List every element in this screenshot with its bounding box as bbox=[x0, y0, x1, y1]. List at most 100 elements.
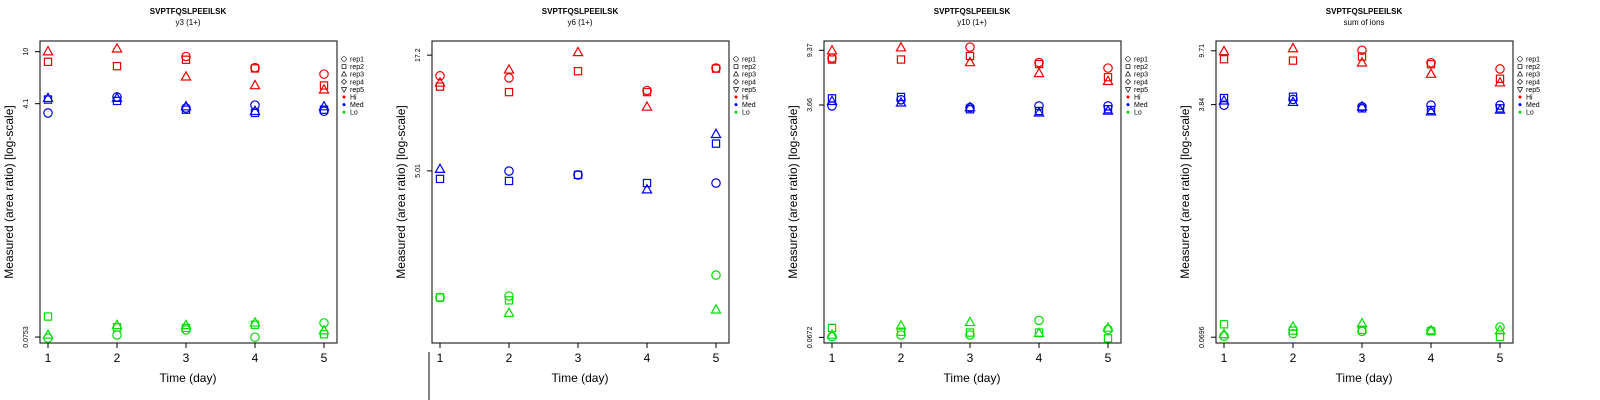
data-point bbox=[1287, 320, 1299, 331]
y-tick-label: 5.01 bbox=[415, 164, 422, 178]
data-point bbox=[710, 303, 722, 314]
data-point bbox=[896, 92, 906, 102]
x-tick-label: 5 bbox=[713, 351, 720, 365]
chart-subtitle: y3 (1+) bbox=[175, 18, 200, 27]
data-point bbox=[42, 92, 54, 103]
data-point bbox=[181, 103, 191, 113]
data-point bbox=[1218, 45, 1230, 56]
data-point bbox=[181, 55, 191, 64]
legend-label: Med bbox=[1526, 102, 1540, 109]
chart-panel: SVPTFQSLPEEILSK y3 (1+) 1 2 3 4 5 0.0753 4.1 10 Ti… bbox=[2, 7, 364, 385]
data-point bbox=[1494, 103, 1506, 114]
data-point bbox=[1425, 67, 1437, 78]
data-point bbox=[826, 44, 838, 55]
data-point bbox=[896, 55, 906, 64]
data-point bbox=[1033, 67, 1045, 78]
chart-subtitle: sum of ions bbox=[1344, 18, 1385, 27]
data-point bbox=[503, 63, 515, 74]
data-point bbox=[896, 330, 906, 340]
data-point bbox=[503, 306, 515, 317]
x-tick-label: 2 bbox=[898, 351, 905, 365]
data-point bbox=[1218, 94, 1230, 105]
data-point bbox=[895, 41, 907, 52]
x-tick-label: 2 bbox=[506, 351, 513, 365]
data-point bbox=[318, 100, 330, 111]
chart-panel: SVPTFQSLPEEILSK sum of ions 1 2 3 4 5 0.0696 3.8… bbox=[1178, 7, 1540, 385]
legend-label: rep1 bbox=[1134, 57, 1148, 64]
data-point bbox=[1495, 74, 1505, 83]
data-point bbox=[250, 320, 260, 329]
chart-panel: SVPTFQSLPEEILSK y10 (1+) 1 2 3 4 5 0.0672 3.66 9.… bbox=[786, 7, 1148, 385]
data-point bbox=[711, 178, 721, 188]
data-point bbox=[1287, 42, 1299, 53]
data-point bbox=[965, 42, 975, 52]
data-point bbox=[1033, 106, 1045, 117]
data-point bbox=[1425, 324, 1437, 335]
triangle-down-icon bbox=[340, 87, 348, 93]
data-point bbox=[1033, 327, 1045, 338]
legend-label: Med bbox=[1134, 102, 1148, 109]
data-point bbox=[964, 56, 976, 67]
legend-label: rep5 bbox=[350, 87, 364, 94]
y-tick-label: 3.66 bbox=[807, 98, 814, 112]
data-point bbox=[319, 69, 329, 79]
y-tick-label: 0.0696 bbox=[1199, 326, 1206, 348]
data-point bbox=[1219, 55, 1229, 64]
data-point bbox=[318, 324, 330, 335]
diamond-icon bbox=[1517, 78, 1523, 85]
x-tick-label: 1 bbox=[437, 351, 444, 365]
data-point bbox=[319, 330, 329, 339]
data-point bbox=[1102, 321, 1114, 332]
data-point bbox=[1218, 328, 1230, 339]
data-point bbox=[1219, 331, 1229, 341]
data-point bbox=[435, 71, 445, 81]
data-point bbox=[43, 57, 53, 67]
legend-label: Med bbox=[350, 102, 364, 109]
blue-dot-icon bbox=[342, 103, 346, 107]
data-point bbox=[642, 87, 652, 97]
data-point bbox=[711, 270, 721, 280]
data-point bbox=[573, 170, 583, 180]
data-point bbox=[1288, 56, 1298, 65]
legend-label: rep1 bbox=[1526, 57, 1540, 64]
x-tick-label: 4 bbox=[644, 351, 651, 365]
x-tick-label: 5 bbox=[1105, 351, 1112, 365]
legend-label: Hi bbox=[742, 95, 749, 102]
data-point bbox=[1357, 45, 1367, 56]
legend-label: Lo bbox=[1526, 110, 1534, 117]
data-point bbox=[180, 70, 192, 81]
data-point bbox=[826, 95, 838, 106]
y-tick-label: 4.1 bbox=[23, 99, 30, 109]
data-point bbox=[504, 291, 514, 301]
y-tick-label: 10 bbox=[23, 48, 30, 56]
data-point bbox=[1103, 73, 1113, 82]
red-dot-icon bbox=[1518, 95, 1522, 99]
data-point bbox=[42, 45, 54, 56]
chart-title: SVPTFQSLPEEILSK bbox=[934, 7, 1011, 16]
square-icon bbox=[733, 64, 739, 69]
data-point bbox=[642, 85, 652, 96]
data-point bbox=[1494, 76, 1506, 87]
data-point bbox=[1103, 324, 1113, 335]
plot-frame bbox=[823, 40, 1122, 344]
y-axis-label: Measured (area ratio) [log-scale] bbox=[786, 105, 800, 278]
green-dot-icon bbox=[734, 110, 738, 114]
diamond-icon bbox=[1125, 78, 1131, 85]
legend-label: Lo bbox=[1134, 110, 1142, 117]
data-point bbox=[435, 293, 445, 302]
circle-icon bbox=[1125, 56, 1131, 62]
x-tick-label: 1 bbox=[829, 351, 836, 365]
data-point bbox=[573, 170, 583, 180]
data-point bbox=[43, 312, 53, 321]
chart-subtitle: y10 (1+) bbox=[957, 18, 987, 27]
legend-label: rep3 bbox=[1526, 72, 1540, 79]
data-point bbox=[964, 316, 976, 327]
data-point bbox=[964, 101, 976, 112]
legend-label: rep3 bbox=[350, 72, 364, 79]
data-point bbox=[1495, 322, 1505, 332]
data-point bbox=[572, 46, 584, 57]
data-point bbox=[1219, 320, 1229, 329]
data-point bbox=[250, 332, 260, 343]
data-point bbox=[965, 328, 975, 337]
data-point bbox=[249, 105, 261, 116]
